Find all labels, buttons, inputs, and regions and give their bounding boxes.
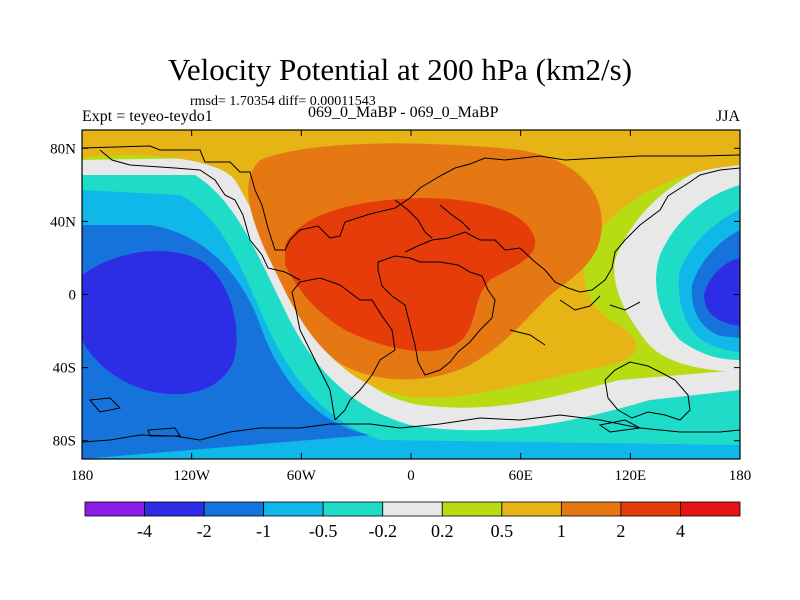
x-tick-label: 180: [729, 468, 752, 484]
colorbar-swatch: [501, 501, 562, 517]
colorbar-swatch: [620, 501, 681, 517]
colorbar-label: 0.2: [431, 521, 454, 541]
colorbar-label: 4: [676, 521, 685, 541]
y-tick-label: 80S: [53, 434, 76, 450]
coastline-maritime: [509, 295, 641, 346]
x-tick-label: 0: [407, 468, 415, 484]
coastline-west-coast: [291, 291, 336, 421]
band-below-neg2-west: [82, 251, 237, 395]
coastline-north-america: [99, 149, 301, 281]
coastline-australia: [604, 361, 691, 421]
experiment-id-label: 069_0_MaBP - 069_0_MaBP: [308, 104, 499, 121]
colorbar-swatch: [203, 501, 265, 517]
colorbar-label: -2: [197, 521, 212, 541]
colorbar-swatch: [84, 501, 145, 517]
y-tick-label: 80N: [50, 141, 76, 157]
coastline-africa: [377, 255, 496, 376]
coastline-north-rim: [82, 145, 740, 251]
coastlines: [82, 145, 740, 443]
band-below-neg2-east: [704, 258, 740, 326]
coastline-europe: [394, 199, 471, 239]
x-tick-label: 60W: [287, 468, 317, 484]
colorbar-swatch: [441, 501, 503, 517]
coastline-antarctica: [82, 414, 740, 443]
colorbar-label: 2: [616, 521, 625, 541]
x-tick-label: 180: [71, 468, 94, 484]
colorbar-swatch: [263, 501, 324, 517]
colorbar-swatch: [560, 501, 622, 517]
y-tick-label: 0: [69, 288, 77, 304]
season-label: JJA: [716, 108, 741, 125]
coastline-eurasia: [404, 167, 740, 293]
coastline-antarctic-islands: [89, 397, 642, 437]
colorbar-label: -0.5: [309, 521, 338, 541]
chart-title: Velocity Potential at 200 hPa (km2/s): [167, 52, 633, 87]
x-tick-label: 60E: [509, 468, 533, 484]
colorbar-label: -0.2: [368, 521, 397, 541]
x-tick-label: 120E: [614, 468, 646, 484]
y-tick-label: 40S: [53, 361, 76, 377]
y-axis: 80N 40N 0 40S 80S: [50, 141, 740, 450]
experiment-label: Expt = teyeo-teydo1: [82, 108, 213, 125]
colorbar: -4 -2 -1 -0.5 -0.2 0.2 0.5 1 2 4: [84, 501, 741, 541]
x-axis: 180 120W 60W 0 60E 120E 180: [71, 130, 752, 484]
contour-fill: [82, 130, 740, 459]
colorbar-label: 0.5: [491, 521, 514, 541]
colorbar-swatch: [144, 501, 205, 517]
colorbar-swatch: [322, 501, 384, 517]
y-tick-label: 40N: [50, 214, 76, 230]
colorbar-label: -1: [256, 521, 271, 541]
stats-label: rmsd= 1.70354 diff= 0.00011543: [190, 94, 376, 109]
colorbar-swatch: [382, 501, 443, 517]
colorbar-swatch: [680, 501, 741, 517]
x-tick-label: 120W: [173, 468, 211, 484]
colorbar-label: 1: [557, 521, 566, 541]
colorbar-label: -4: [137, 521, 152, 541]
coastline-south-america: [291, 277, 396, 421]
